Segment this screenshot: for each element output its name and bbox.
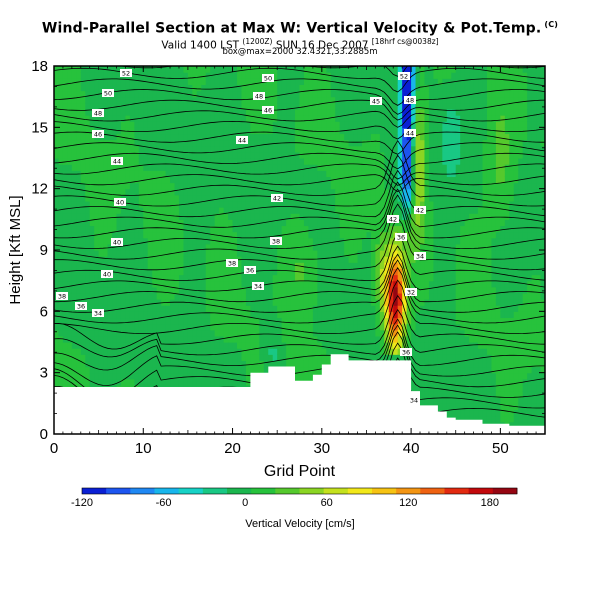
y-axis-label: Height [Kft MSL] [7, 195, 24, 304]
y-tick-label: 15 [31, 119, 48, 136]
isentrope-contours [54, 66, 545, 422]
colorbar-segment [178, 488, 204, 494]
colorbar-segment [202, 488, 228, 494]
contour-label: 48 [92, 109, 104, 118]
x-tick-label: 20 [224, 440, 241, 457]
x-tick-label: 40 [403, 440, 420, 457]
contour-label: 36 [400, 348, 412, 357]
contour-label: 46 [92, 130, 104, 139]
contour-label: 46 [262, 106, 274, 115]
contour-label: 44 [111, 157, 123, 166]
colorbar-tick-label: -120 [71, 497, 93, 509]
y-tick-label: 9 [40, 242, 48, 259]
chart-title: Wind-Parallel Section at Max W: Vertical… [0, 20, 600, 37]
contour-label: 34 [414, 252, 426, 261]
colorbar-tick-label: -60 [156, 497, 172, 509]
valid-main: Valid 1400 LST [161, 39, 240, 52]
contour-label: 36 [244, 266, 256, 275]
y-tick-label: 18 [31, 58, 48, 75]
contour-labels: 52 50 48 46 44 50 48 46 44 45 52 48 44 42 42 40 40 38 38 36… [56, 69, 426, 405]
y-tick-label: 3 [40, 365, 48, 382]
x-tick-label: 30 [313, 440, 330, 457]
colorbar-segment [227, 488, 252, 494]
y-tick-label: 12 [31, 181, 48, 198]
contour-label: 52 [120, 69, 132, 78]
valid-run: [18hrf cs@0038z] [371, 37, 439, 46]
contour-label: 38 [270, 237, 282, 246]
contour-label: 36 [395, 233, 407, 242]
colorbar-segment [82, 488, 107, 494]
contour-label: 48 [253, 92, 265, 101]
colorbar-tick-label: 120 [399, 497, 417, 509]
colorbar-segment [323, 488, 349, 494]
terrain-mask [54, 354, 545, 434]
contour-label: 32 [405, 288, 417, 297]
contour-label: 38 [226, 259, 238, 268]
contour-label: 34 [408, 396, 420, 405]
colorbar-tick-label: 180 [481, 497, 499, 509]
colorbar-segment [420, 488, 445, 494]
colorbar-segment [299, 488, 325, 494]
colorbar: -120 -60 0 60 120 180 Vertical Velocity [cm/s] [71, 487, 518, 530]
valid-time-line: Valid 1400 LST (1200Z) SUN 16 Dec 2007 [… [0, 37, 600, 52]
contour-label: 40 [114, 198, 126, 207]
chart-title-sup: (C) [544, 20, 559, 29]
colorbar-segment [130, 488, 155, 494]
y-tick-label: 6 [40, 303, 48, 320]
chart-title-text: Wind-Parallel Section at Max W: Vertical… [41, 20, 542, 37]
contour-label: 44 [236, 136, 248, 145]
box-line: box@max=2000 32.4321,33.2885m [222, 47, 378, 57]
colorbar-tick-label: 0 [242, 497, 248, 509]
contour-label: 38 [56, 292, 68, 301]
contour-label: 50 [262, 74, 274, 83]
colorbar-label: Vertical Velocity [cm/s] [245, 518, 354, 530]
x-axis-label: Grid Point [264, 463, 336, 480]
colorbar-segment [154, 488, 180, 494]
contour-label: 50 [102, 89, 114, 98]
x-tick-label: 10 [135, 440, 152, 457]
contour-label: 36 [75, 302, 87, 311]
contour-label: 40 [111, 238, 123, 247]
colorbar-frame [81, 487, 518, 495]
colorbar-segment [251, 488, 276, 494]
contour-label: 34 [252, 282, 264, 291]
contour-label: 34 [92, 309, 104, 318]
y-tick-label: 0 [40, 426, 48, 443]
contour-label: 45 [370, 97, 382, 106]
colorbar-tick-label: 60 [321, 497, 333, 509]
x-tick-label: 0 [50, 440, 58, 457]
contour-label: 52 [398, 72, 410, 81]
colorbar-segment [468, 488, 494, 494]
contour-label: 44 [404, 129, 416, 138]
terrain [54, 354, 545, 434]
contour-label: 40 [101, 270, 113, 279]
valid-paren: (1200Z) [242, 37, 273, 46]
x-tick-label: 50 [492, 440, 509, 457]
colorbar-segment [106, 488, 131, 494]
colorbar-segment [372, 488, 397, 494]
contour-label: 42 [271, 194, 283, 203]
contour-label: 42 [387, 215, 399, 224]
contour-label: 42 [414, 206, 426, 215]
colorbar-segment [444, 488, 470, 494]
colorbar-segment [492, 488, 518, 494]
colorbar-segment [347, 488, 373, 494]
colorbar-segment [275, 488, 300, 494]
valid-date: SUN 16 Dec 2007 [275, 39, 369, 52]
contour-label: 48 [404, 96, 416, 105]
colorbar-segment [396, 488, 421, 494]
